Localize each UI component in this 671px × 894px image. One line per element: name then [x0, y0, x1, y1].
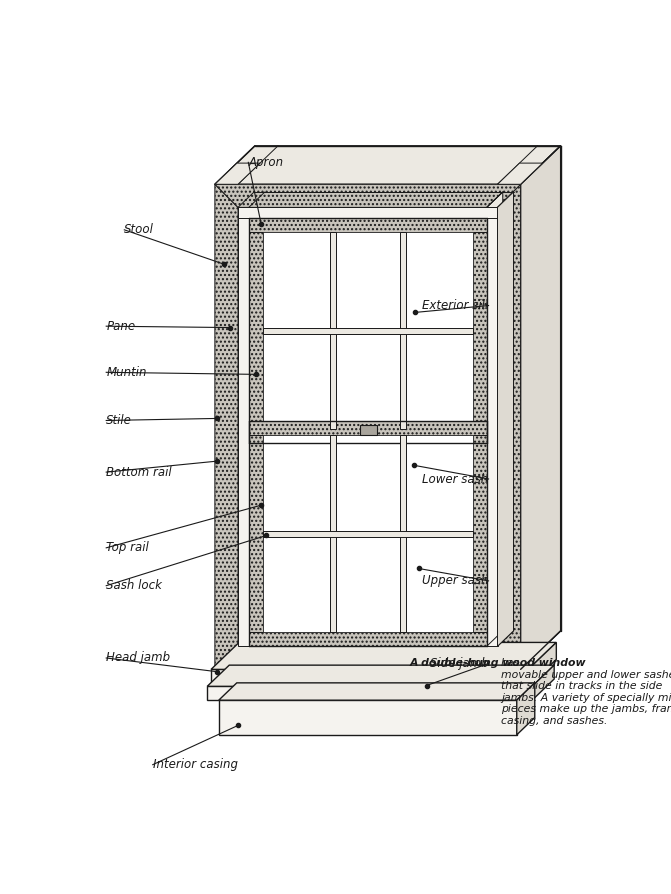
Polygon shape [497, 192, 513, 646]
Text: Lower sash: Lower sash [422, 473, 488, 485]
Polygon shape [238, 207, 497, 218]
Polygon shape [497, 184, 521, 670]
Polygon shape [262, 537, 329, 632]
Text: Sash lock: Sash lock [106, 579, 162, 592]
Text: Top rail: Top rail [106, 542, 149, 554]
Polygon shape [360, 426, 377, 434]
Text: Head jamb: Head jamb [106, 652, 170, 664]
Text: Pane: Pane [106, 320, 136, 333]
Polygon shape [406, 333, 473, 429]
Polygon shape [207, 665, 554, 687]
Polygon shape [528, 643, 556, 687]
Polygon shape [406, 232, 473, 327]
Text: Apron: Apron [248, 156, 283, 169]
Text: has
movable upper and lower sashes
that slide in tracks in the side
jambs. A var: has movable upper and lower sashes that … [501, 658, 671, 726]
Polygon shape [219, 700, 517, 735]
Polygon shape [249, 232, 262, 429]
Polygon shape [211, 643, 556, 670]
Polygon shape [336, 435, 400, 531]
Polygon shape [336, 537, 400, 632]
Text: Upper sash: Upper sash [422, 574, 488, 587]
Polygon shape [517, 683, 535, 735]
Polygon shape [215, 184, 238, 670]
Polygon shape [336, 232, 400, 327]
Polygon shape [262, 327, 473, 333]
Text: Interior casing: Interior casing [153, 758, 238, 772]
Polygon shape [262, 531, 473, 537]
Polygon shape [400, 435, 406, 632]
Polygon shape [249, 429, 486, 443]
Polygon shape [262, 232, 329, 327]
Text: Muntin: Muntin [106, 366, 147, 379]
Text: Bottom rail: Bottom rail [106, 466, 172, 478]
Polygon shape [249, 421, 486, 435]
Polygon shape [249, 218, 486, 232]
Polygon shape [262, 435, 329, 531]
Polygon shape [329, 232, 336, 429]
Polygon shape [406, 537, 473, 632]
Polygon shape [406, 435, 473, 531]
Polygon shape [336, 333, 400, 429]
Polygon shape [215, 146, 561, 184]
Polygon shape [497, 163, 543, 184]
Polygon shape [238, 207, 249, 646]
Polygon shape [215, 184, 521, 207]
Polygon shape [473, 232, 486, 429]
Polygon shape [211, 670, 528, 687]
Text: Side jamb: Side jamb [430, 657, 488, 670]
Polygon shape [521, 146, 561, 670]
Polygon shape [400, 232, 406, 429]
Polygon shape [238, 207, 497, 646]
Polygon shape [215, 646, 521, 670]
Polygon shape [249, 435, 262, 632]
Text: Stool: Stool [124, 224, 154, 236]
Polygon shape [532, 665, 554, 700]
Polygon shape [215, 184, 521, 670]
Polygon shape [486, 192, 503, 646]
Polygon shape [215, 163, 260, 184]
Polygon shape [262, 333, 329, 429]
Polygon shape [249, 218, 486, 443]
Text: Stile: Stile [106, 414, 132, 427]
Polygon shape [249, 421, 486, 646]
Polygon shape [249, 632, 486, 646]
Polygon shape [207, 687, 532, 700]
Text: A double-hung wood window: A double-hung wood window [410, 658, 586, 668]
Polygon shape [329, 435, 336, 632]
Polygon shape [473, 435, 486, 632]
Text: Exterior sill: Exterior sill [423, 299, 488, 312]
Polygon shape [486, 207, 497, 646]
Polygon shape [219, 683, 535, 700]
